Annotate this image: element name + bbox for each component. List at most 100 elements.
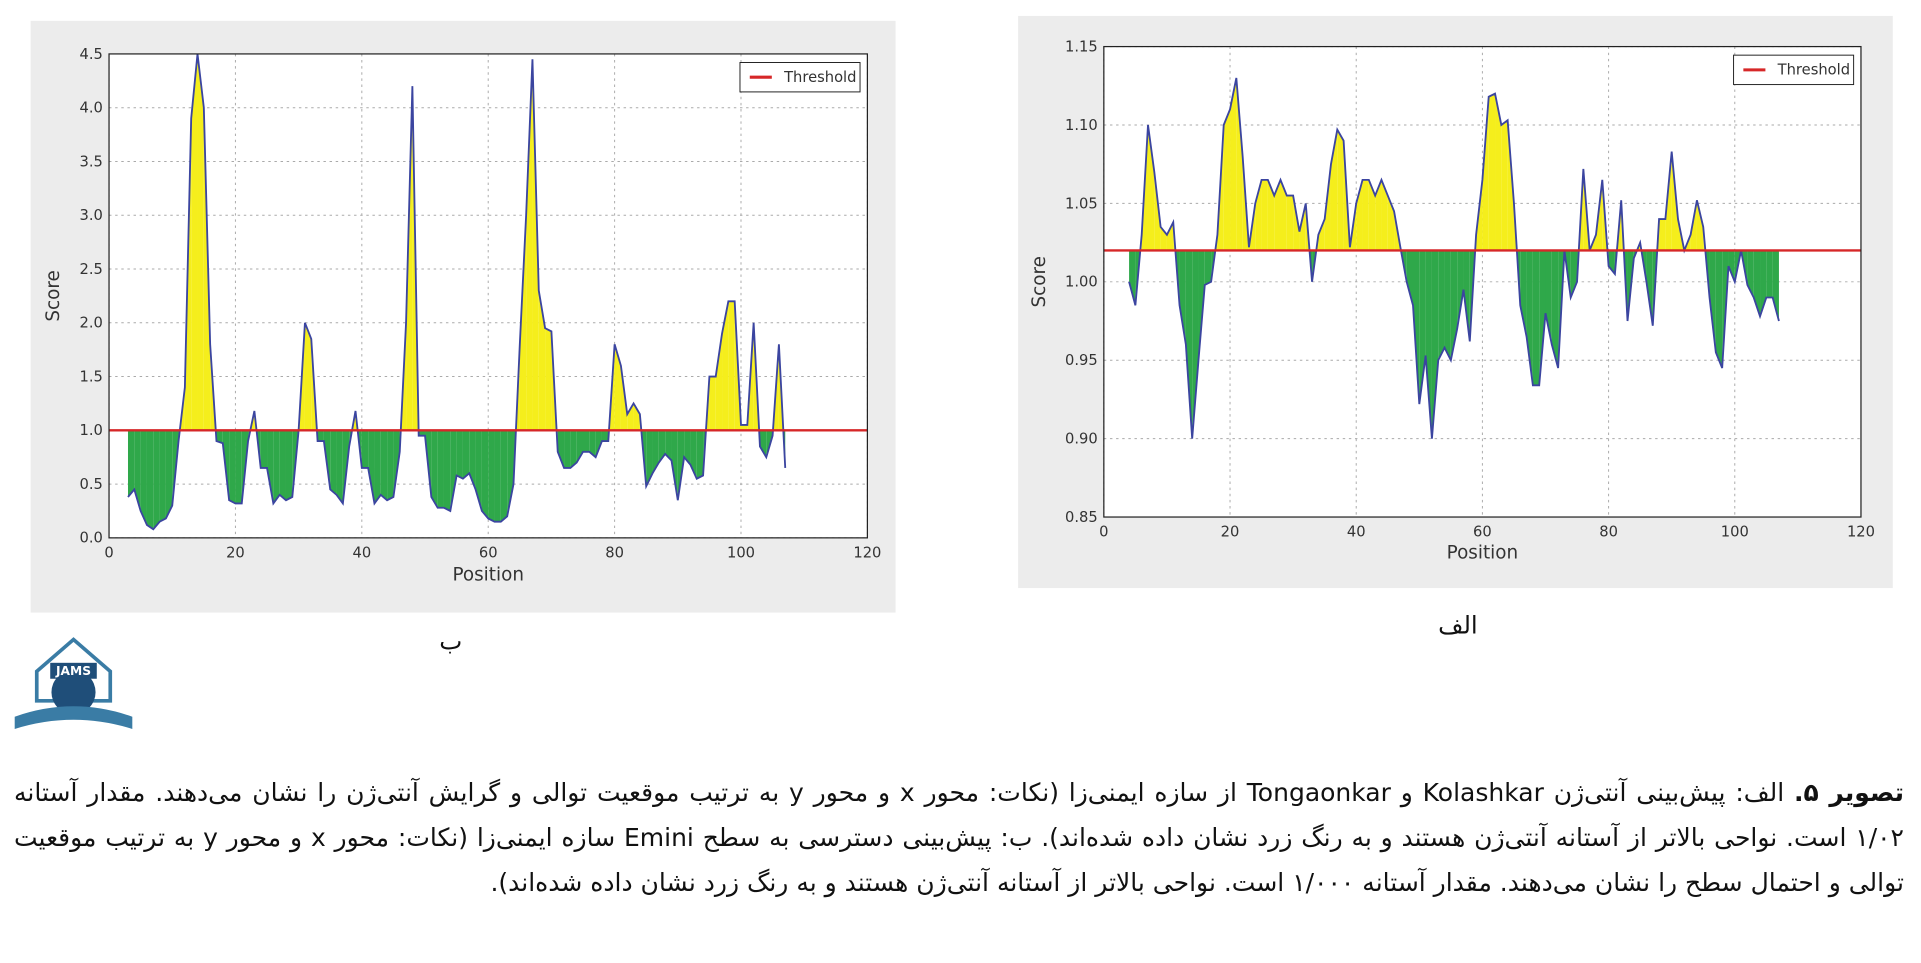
area-below bbox=[1469, 250, 1476, 342]
area-below bbox=[513, 430, 516, 485]
y-tick-label: 2.0 bbox=[80, 315, 103, 332]
area-below bbox=[273, 430, 280, 504]
area-below bbox=[1772, 250, 1779, 322]
area-above bbox=[1368, 179, 1376, 251]
area-below bbox=[456, 430, 463, 479]
area-above bbox=[715, 333, 723, 431]
x-tick-label: 40 bbox=[1347, 524, 1366, 541]
area-below bbox=[696, 430, 704, 479]
area-above bbox=[1602, 179, 1608, 251]
area-above bbox=[1148, 124, 1155, 251]
area-below bbox=[260, 430, 268, 468]
area-below bbox=[1135, 250, 1141, 306]
y-tick-label: 1.5 bbox=[80, 368, 103, 385]
x-tick-label: 60 bbox=[479, 544, 498, 561]
area-below bbox=[336, 430, 343, 504]
area-below bbox=[759, 430, 767, 458]
area-below bbox=[589, 430, 596, 458]
x-tick-label: 120 bbox=[853, 544, 881, 561]
area-below bbox=[1539, 250, 1546, 386]
area-below bbox=[1192, 250, 1199, 439]
x-tick-label: 80 bbox=[605, 544, 624, 561]
area-above bbox=[1337, 129, 1344, 251]
area-below bbox=[1570, 250, 1578, 298]
area-above bbox=[1223, 109, 1231, 251]
area-below bbox=[368, 430, 375, 504]
area-below bbox=[267, 430, 274, 504]
area-above bbox=[545, 328, 552, 431]
area-below bbox=[127, 430, 135, 497]
score-line bbox=[1128, 77, 1780, 439]
area-below bbox=[507, 430, 514, 517]
legend-box bbox=[1733, 54, 1855, 86]
x-tick-label: 100 bbox=[727, 544, 755, 561]
area-below bbox=[1551, 250, 1559, 369]
area-above bbox=[191, 53, 198, 431]
area-below bbox=[1747, 250, 1754, 298]
area-above bbox=[1280, 179, 1287, 251]
area-below bbox=[1715, 250, 1723, 369]
area-above bbox=[722, 301, 729, 431]
area-below bbox=[1766, 250, 1773, 298]
area-below bbox=[285, 430, 293, 501]
area-below bbox=[469, 430, 476, 490]
caption-lead: تصویر ۵. bbox=[1794, 778, 1904, 807]
panel-label: الف bbox=[1438, 610, 1478, 639]
area-below bbox=[671, 430, 678, 501]
y-axis-label: Score bbox=[1029, 256, 1050, 307]
area-below bbox=[330, 430, 337, 495]
area-above bbox=[614, 344, 621, 431]
x-tick-label: 0 bbox=[104, 544, 113, 561]
x-axis-label: Position bbox=[452, 565, 523, 586]
area-above bbox=[519, 215, 527, 431]
y-tick-label: 1.00 bbox=[1065, 274, 1098, 291]
area-below bbox=[146, 430, 154, 530]
area-above bbox=[1659, 219, 1666, 251]
x-tick-label: 120 bbox=[1847, 524, 1875, 541]
area-below bbox=[1526, 250, 1533, 386]
area-below bbox=[475, 430, 482, 511]
y-tick-label: 1.0 bbox=[80, 422, 103, 439]
area-above bbox=[538, 290, 546, 431]
area-above bbox=[740, 424, 748, 431]
legend-label: Threshold bbox=[783, 69, 856, 86]
area-below bbox=[658, 430, 666, 463]
area-below bbox=[601, 430, 609, 442]
caption: تصویر ۵. الف: پیش‌بینی آنتی‌ژن Kolashkar… bbox=[14, 770, 1904, 905]
y-tick-label: 0.0 bbox=[80, 530, 103, 547]
area-below bbox=[665, 430, 672, 461]
area-below bbox=[595, 430, 602, 458]
area-below bbox=[652, 430, 659, 474]
area-below bbox=[684, 430, 691, 465]
area-below bbox=[1204, 250, 1212, 285]
area-above bbox=[1274, 179, 1281, 251]
area-above bbox=[633, 403, 640, 431]
area-above bbox=[197, 53, 204, 431]
area-above bbox=[1381, 179, 1388, 251]
score-line bbox=[127, 53, 787, 531]
area-below bbox=[235, 430, 242, 504]
area-below bbox=[1520, 250, 1527, 337]
area-below bbox=[361, 430, 369, 468]
y-axis-label: Score bbox=[43, 270, 64, 321]
y-tick-label: 3.5 bbox=[80, 153, 103, 170]
area-above bbox=[709, 376, 716, 431]
plot-frame bbox=[108, 53, 869, 539]
x-tick-label: 0 bbox=[1099, 524, 1108, 541]
area-below bbox=[1463, 250, 1470, 342]
logo-circle bbox=[51, 670, 96, 715]
area-below bbox=[1175, 250, 1180, 306]
area-below bbox=[418, 430, 426, 436]
area-below bbox=[443, 430, 451, 511]
area-above bbox=[1356, 179, 1363, 251]
area-below bbox=[165, 430, 173, 519]
area-below bbox=[437, 430, 444, 508]
area-above bbox=[728, 301, 735, 431]
logo-text: JAMS bbox=[55, 664, 91, 678]
area-below bbox=[153, 430, 160, 530]
area-below bbox=[1457, 250, 1464, 329]
area-below bbox=[380, 430, 388, 501]
area-below bbox=[494, 430, 501, 522]
x-tick-label: 80 bbox=[1599, 524, 1618, 541]
